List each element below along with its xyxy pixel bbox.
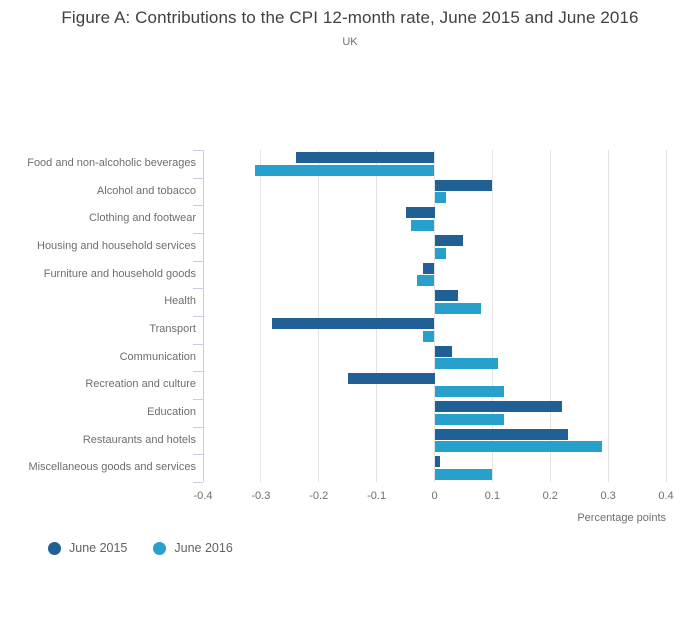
legend-dot-icon: [48, 541, 61, 555]
chart-bar-june-2015: [434, 234, 464, 247]
x-tick-label: 0.1: [484, 490, 501, 502]
legend-label: June 2016: [174, 541, 233, 555]
category-label: Health: [164, 295, 196, 308]
gridline: [549, 150, 551, 482]
chart-bar-june-2016: [434, 468, 493, 481]
chart-bar-june-2015: [434, 345, 452, 357]
x-tick-label: -0.4: [193, 490, 213, 502]
y-axis-tick: [193, 344, 203, 345]
x-tick-label: -0.1: [367, 490, 387, 502]
x-tick-label: 0.4: [658, 490, 674, 502]
y-axis-tick: [193, 288, 203, 289]
category-label: Education: [147, 406, 196, 418]
gridline: [607, 150, 609, 482]
y-axis-tick: [193, 482, 203, 483]
y-axis-tick: [193, 178, 203, 179]
x-tick-label: -0.3: [251, 490, 271, 502]
chart-bar-june-2015: [434, 179, 493, 191]
category-label: Alcohol and tobacco: [96, 184, 196, 197]
chart-bar-june-2016: [255, 164, 435, 176]
y-axis-tick: [193, 371, 203, 372]
legend-item-june-2015: June 2015: [48, 541, 127, 555]
category-label: Communication: [119, 350, 196, 363]
gridline: [491, 150, 493, 482]
legend-label: June 2015: [69, 541, 128, 555]
chart-bar-june-2015: [434, 290, 458, 302]
chart-bar-june-2016: [434, 413, 504, 425]
x-tick-label: 0.3: [600, 490, 616, 502]
category-label: Housing and household services: [37, 240, 196, 252]
gridline: [434, 150, 435, 482]
x-tick-label: 0.2: [542, 490, 558, 502]
chart-title: Figure A: Contributions to the CPI 12-mo…: [61, 8, 639, 27]
x-tick-label: -0.2: [309, 490, 329, 502]
y-axis-tick: [193, 427, 203, 428]
y-axis-tick: [193, 205, 203, 206]
category-label: Furniture and household goods: [43, 267, 196, 280]
chart-bar-june-2015: [422, 262, 435, 274]
chart-bar-june-2015: [295, 151, 435, 164]
chart-bar-june-2016: [434, 385, 504, 398]
chart-bar-june-2016: [434, 358, 499, 370]
chart-bar-june-2016: [434, 302, 481, 315]
y-axis-tick: [193, 454, 203, 455]
y-axis-line: [203, 150, 204, 482]
category-label: Clothing and footwear: [88, 212, 196, 225]
x-tick-label: 0: [431, 490, 438, 502]
chart-bar-june-2016: [434, 247, 447, 259]
chart-bar-june-2016: [422, 330, 435, 342]
gridline: [318, 150, 320, 482]
plot-area: Food and non-alcoholic beverages Alcohol …: [27, 150, 674, 524]
y-axis-tick: [193, 399, 203, 400]
y-axis-tick: [193, 261, 203, 262]
gridline: [260, 150, 262, 482]
legend: June 2015 June 2016: [48, 541, 259, 555]
x-axis-title: Percentage points: [577, 512, 666, 524]
chart-bar-june-2016: [434, 192, 447, 204]
chart-bar-june-2015: [272, 317, 435, 330]
chart-bar-june-2015: [405, 207, 435, 219]
chart-bar-june-2015: [434, 456, 441, 468]
category-label: Restaurants and hotels: [82, 433, 196, 446]
chart-subtitle: UK: [342, 36, 358, 48]
chart-bar-june-2015: [434, 428, 568, 440]
gridline: [376, 150, 378, 482]
legend-item-june-2016: June 2016: [153, 541, 233, 555]
chart-bar-june-2015: [347, 373, 435, 385]
category-label: Transport: [149, 323, 196, 335]
chart-bar-june-2016: [434, 441, 603, 453]
category-label: Miscellaneous goods and services: [28, 461, 196, 474]
y-axis-tick: [193, 150, 203, 151]
gridline: [665, 150, 667, 482]
y-axis-tick: [193, 316, 203, 317]
chart-bar-june-2016: [417, 275, 435, 287]
chart-bar-june-2015: [434, 400, 562, 413]
y-axis-tick: [193, 233, 203, 234]
legend-dot-icon: [153, 541, 167, 555]
category-label: Recreation and culture: [85, 378, 196, 391]
chart-bar-june-2016: [411, 219, 435, 232]
category-label: Food and non-alcoholic beverages: [27, 157, 196, 169]
